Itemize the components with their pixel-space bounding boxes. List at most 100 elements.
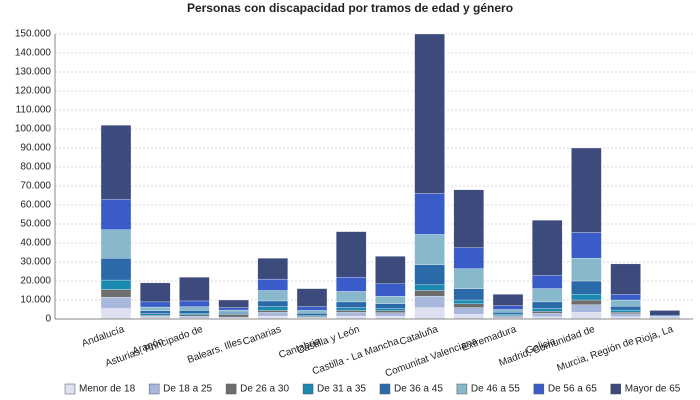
bar-segment: [571, 304, 602, 313]
bar-segment: [375, 303, 406, 309]
bar-segment: [218, 299, 249, 308]
bar-segment: [100, 296, 132, 309]
bar-segment: [336, 312, 367, 317]
bar-segment: [453, 314, 484, 320]
bar-segment: [414, 284, 445, 291]
bar-segment: [492, 314, 524, 316]
bar-segment: [414, 264, 445, 285]
bar-segment: [375, 296, 406, 304]
x-tick-label: Canarias: [241, 324, 282, 348]
y-tick-label: 130.000: [15, 67, 52, 78]
bar-segment: [296, 306, 328, 311]
bar-segment: [336, 277, 367, 292]
bar-segment: [492, 294, 524, 306]
bar-segment: [414, 193, 445, 235]
bar-segment: [532, 308, 563, 312]
bar-segment: [532, 275, 563, 289]
legend-swatch: [533, 383, 545, 395]
bar-segment: [492, 305, 524, 310]
bar-segment: [296, 313, 328, 316]
bar-segment: [140, 310, 171, 314]
bar-segment: [610, 294, 641, 301]
bar-segment: [375, 256, 406, 284]
bar-segment: [179, 310, 210, 314]
bar-segment: [257, 306, 288, 311]
bar-segment: [257, 258, 288, 280]
bar-segment: [179, 315, 210, 319]
bar-segment: [492, 316, 524, 319]
bar-segment: [257, 312, 288, 317]
y-tick-label: 0: [45, 314, 51, 325]
bar-segment: [414, 296, 445, 308]
bar-segment: [610, 313, 641, 317]
bar-segment: [453, 247, 484, 269]
y-tick-label: 10.000: [20, 295, 51, 306]
bar-segment: [453, 299, 484, 304]
legend-label: De 18 a 25: [163, 384, 212, 395]
bar-segment: [218, 307, 249, 311]
y-tick-label: 20.000: [20, 276, 51, 287]
legend-swatch: [64, 383, 76, 395]
y-tick-label: 80.000: [20, 162, 51, 173]
legend-swatch: [225, 383, 237, 395]
bar-segment: [100, 308, 132, 320]
legend-swatch: [456, 383, 468, 395]
bar-segment: [649, 310, 680, 316]
y-tick-label: 70.000: [20, 181, 51, 192]
bar-segment: [610, 309, 641, 313]
bar-segment: [375, 310, 406, 313]
y-tick-label: 40.000: [20, 238, 51, 249]
bar-segment: [571, 312, 602, 320]
bar-segment: [571, 258, 602, 282]
bar-segment: [610, 299, 641, 307]
bar-segment: [336, 291, 367, 303]
y-tick-label: 150.000: [15, 29, 52, 40]
bar-segment: [179, 277, 210, 302]
bar-segment: [492, 309, 524, 313]
legend-swatch: [610, 383, 622, 395]
bar-segment: [100, 125, 132, 200]
bar-segment: [218, 316, 249, 319]
bar-segment: [453, 303, 484, 308]
bar-segment: [179, 313, 210, 315]
bar-segment: [610, 263, 641, 295]
bar-segment: [571, 280, 602, 295]
bar-segment: [296, 288, 328, 307]
legend-swatch: [379, 383, 391, 395]
bar-segment: [257, 310, 288, 313]
bar-segment: [218, 314, 249, 318]
bar-segment: [257, 278, 288, 291]
legend-swatch: [148, 383, 160, 395]
bar-segment: [179, 314, 210, 317]
bar-segment: [296, 310, 328, 314]
bar-segment: [532, 288, 563, 303]
y-tick-label: 60.000: [20, 200, 51, 211]
y-tick-label: 120.000: [15, 86, 52, 97]
bar-segment: [610, 312, 641, 315]
bar-segment: [571, 294, 602, 301]
bar-segment: [100, 289, 132, 298]
legend-swatch: [302, 383, 314, 395]
y-tick-label: 90.000: [20, 143, 51, 154]
bar-segment: [336, 301, 367, 308]
legend-label: Mayor de 65: [625, 384, 681, 395]
bar-segment: [532, 313, 563, 317]
chart-title: Personas con discapacidad por tramos de …: [187, 1, 513, 15]
bar-segment: [336, 231, 367, 278]
bar-segment: [100, 199, 132, 230]
y-tick-label: 50.000: [20, 219, 51, 230]
x-tick-label: Balears, Illes: [186, 336, 244, 366]
x-tick-label: Rioja, La: [634, 324, 675, 348]
y-tick-label: 140.000: [15, 48, 52, 59]
bar-segment: [414, 307, 445, 320]
bar-segment: [453, 307, 484, 315]
bar-segment: [532, 220, 563, 276]
bar-segment: [100, 229, 132, 259]
x-tick-label: Cataluña: [398, 324, 440, 348]
legend-label: De 46 a 55: [471, 384, 520, 395]
bar-segment: [140, 315, 171, 319]
bar-segment: [571, 232, 602, 259]
bar-segment: [414, 33, 445, 194]
bar-segment: [414, 234, 445, 265]
